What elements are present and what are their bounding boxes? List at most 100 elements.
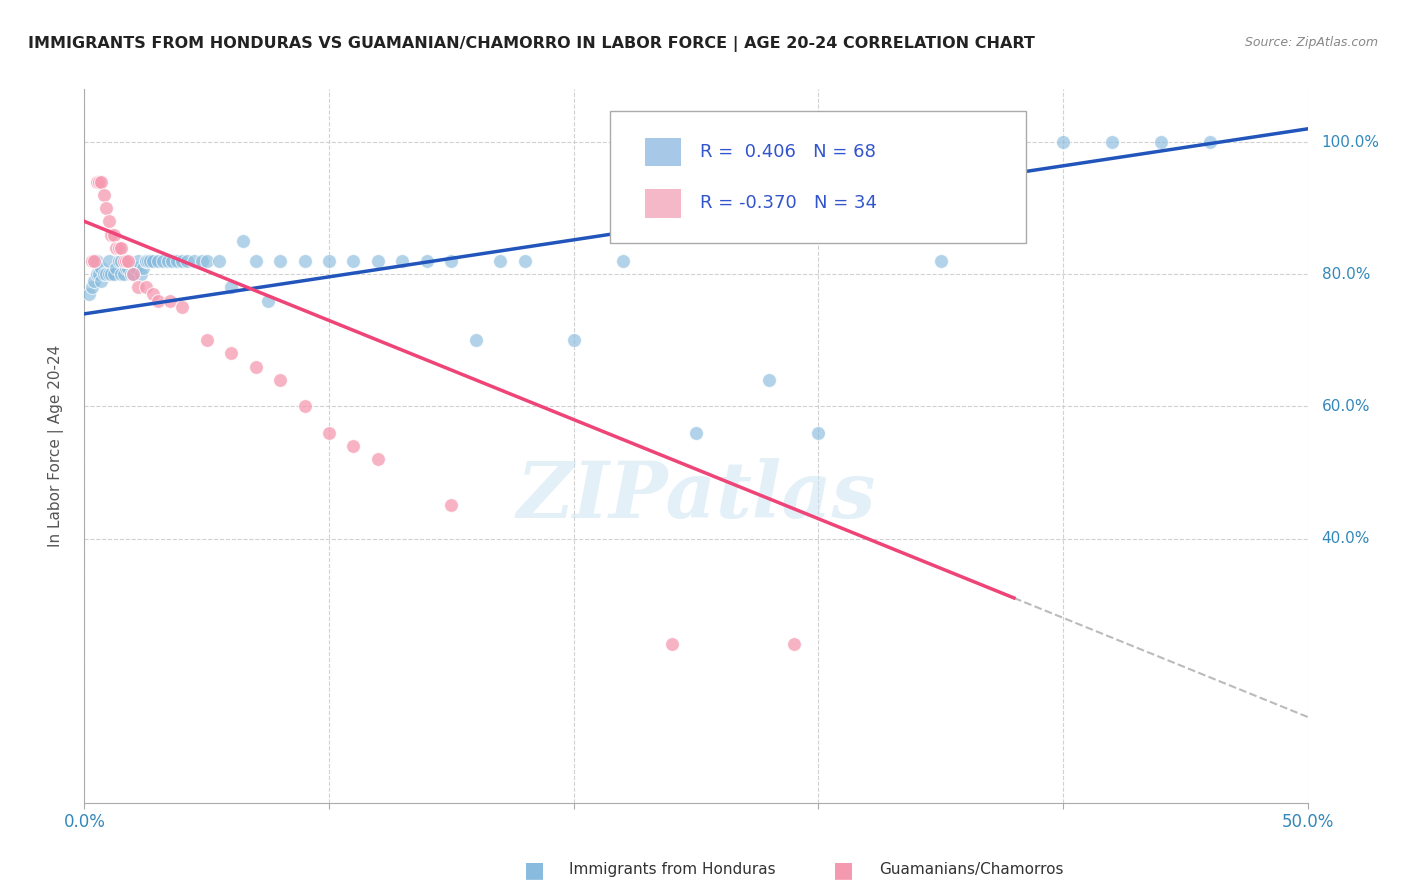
Point — [685, 425, 707, 440]
Point — [391, 254, 413, 268]
Point — [86, 267, 108, 281]
Point — [139, 254, 162, 268]
Text: 60.0%: 60.0% — [1322, 399, 1369, 414]
Point — [107, 241, 129, 255]
FancyBboxPatch shape — [644, 189, 682, 218]
Point — [122, 267, 145, 281]
Point — [112, 254, 135, 268]
Point — [97, 254, 120, 268]
Point — [807, 425, 830, 440]
Point — [100, 267, 122, 281]
Text: Immigrants from Honduras: Immigrants from Honduras — [569, 863, 776, 877]
Point — [166, 254, 188, 268]
Point — [367, 452, 389, 467]
Point — [136, 254, 159, 268]
Point — [77, 287, 100, 301]
Point — [87, 175, 110, 189]
Point — [96, 201, 118, 215]
Text: 40.0%: 40.0% — [1322, 531, 1369, 546]
Point — [1198, 135, 1220, 149]
Point — [83, 274, 105, 288]
Point — [1150, 135, 1173, 149]
Point — [132, 260, 155, 275]
Point — [245, 359, 267, 374]
Point — [440, 254, 463, 268]
Point — [90, 260, 112, 275]
Point — [115, 260, 138, 275]
Point — [152, 254, 174, 268]
Point — [269, 373, 291, 387]
Point — [146, 254, 169, 268]
Text: 100.0%: 100.0% — [1322, 135, 1379, 150]
Point — [97, 214, 120, 228]
Point — [115, 254, 138, 268]
Point — [80, 280, 103, 294]
Point — [183, 254, 205, 268]
Point — [342, 254, 364, 268]
Point — [83, 254, 105, 268]
Point — [122, 267, 145, 281]
Point — [146, 293, 169, 308]
Point — [86, 175, 108, 189]
Point — [110, 267, 132, 281]
Point — [208, 254, 231, 268]
Point — [90, 274, 112, 288]
Point — [112, 267, 135, 281]
Point — [142, 287, 165, 301]
Point — [257, 293, 280, 308]
Y-axis label: In Labor Force | Age 20-24: In Labor Force | Age 20-24 — [48, 345, 63, 547]
Text: ■: ■ — [524, 860, 544, 880]
Point — [489, 254, 512, 268]
Point — [1052, 135, 1074, 149]
Point — [110, 254, 132, 268]
Point — [159, 293, 181, 308]
Point — [142, 254, 165, 268]
Point — [245, 254, 267, 268]
Point — [661, 637, 683, 651]
Point — [100, 227, 122, 242]
Point — [80, 254, 103, 268]
Point — [110, 241, 132, 255]
Point — [294, 400, 316, 414]
Point — [96, 267, 118, 281]
Point — [90, 175, 112, 189]
Text: IMMIGRANTS FROM HONDURAS VS GUAMANIAN/CHAMORRO IN LABOR FORCE | AGE 20-24 CORREL: IMMIGRANTS FROM HONDURAS VS GUAMANIAN/CH… — [28, 36, 1035, 52]
Point — [107, 254, 129, 268]
Point — [1101, 135, 1123, 149]
Text: ■: ■ — [834, 860, 853, 880]
Point — [232, 234, 254, 248]
Text: Guamanians/Chamorros: Guamanians/Chamorros — [879, 863, 1063, 877]
Point — [195, 333, 218, 347]
Point — [416, 254, 439, 268]
Point — [318, 254, 340, 268]
Point — [342, 439, 364, 453]
Text: Source: ZipAtlas.com: Source: ZipAtlas.com — [1244, 36, 1378, 49]
Point — [87, 267, 110, 281]
Point — [93, 188, 115, 202]
Point — [86, 254, 108, 268]
Point — [117, 254, 139, 268]
Text: ZIPatlas: ZIPatlas — [516, 458, 876, 534]
Point — [758, 373, 780, 387]
Point — [929, 254, 952, 268]
Point — [219, 280, 242, 294]
Point — [103, 267, 125, 281]
Point — [125, 260, 148, 275]
Point — [513, 254, 536, 268]
Point — [318, 425, 340, 440]
Point — [93, 267, 115, 281]
Point — [129, 267, 152, 281]
Point — [176, 254, 198, 268]
Text: R = -0.370   N = 34: R = -0.370 N = 34 — [700, 194, 876, 212]
Point — [464, 333, 486, 347]
Point — [783, 637, 806, 651]
Point — [105, 241, 128, 255]
Point — [162, 254, 184, 268]
Point — [269, 254, 291, 268]
Point — [127, 280, 149, 294]
Point — [367, 254, 389, 268]
Point — [105, 260, 128, 275]
FancyBboxPatch shape — [644, 137, 682, 166]
Point — [191, 254, 214, 268]
Point — [97, 267, 120, 281]
